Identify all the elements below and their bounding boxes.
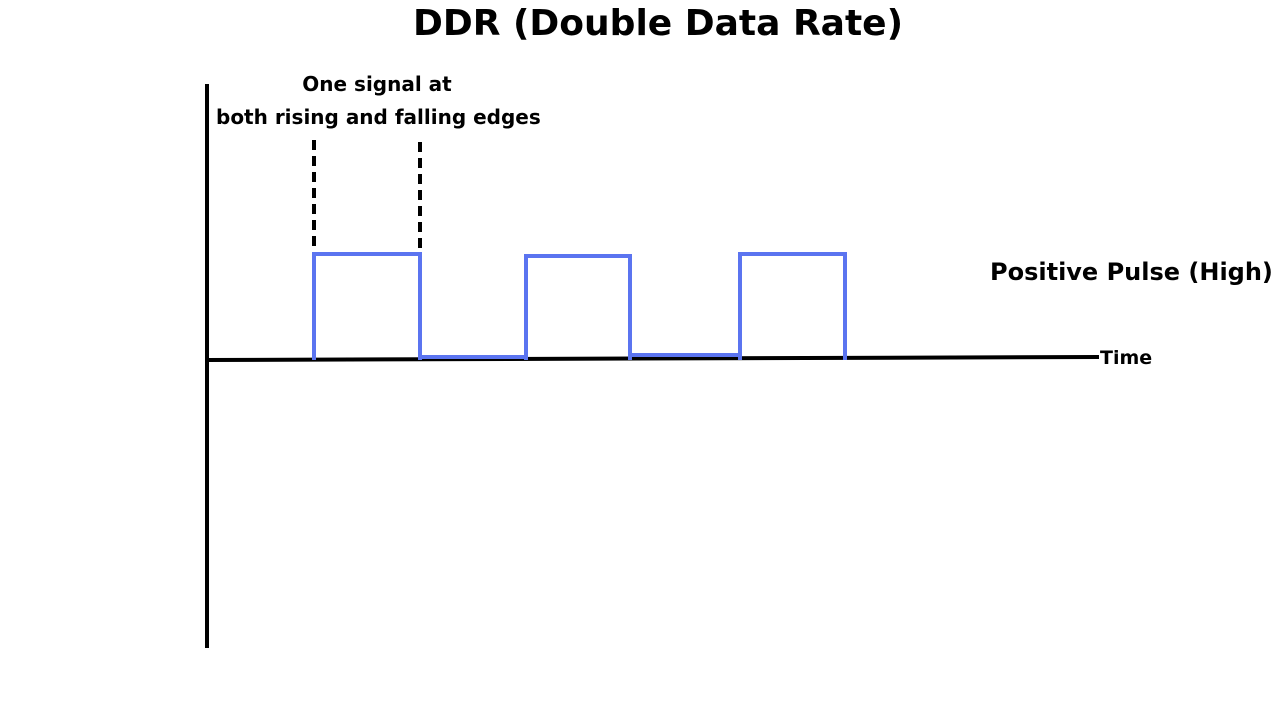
annotation-line-1: One signal at — [302, 72, 452, 96]
annotation-line-2: both rising and falling edges — [216, 105, 541, 129]
positive-pulse-label: Positive Pulse (High) — [990, 258, 1273, 286]
diagram-title: DDR (Double Data Rate) — [412, 3, 904, 44]
time-axis-label: Time — [1100, 347, 1153, 369]
square-wave-signal — [312, 252, 847, 360]
time-axis — [206, 355, 1100, 362]
edge-annotation: One signal at both rising and falling ed… — [216, 68, 541, 134]
